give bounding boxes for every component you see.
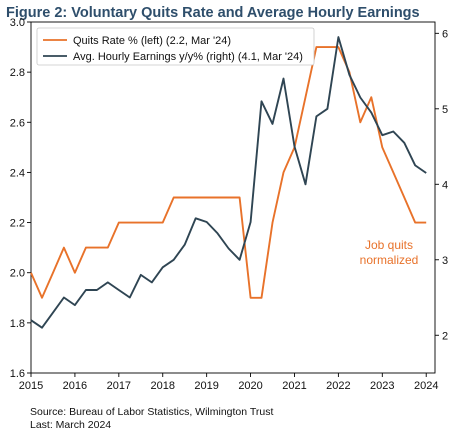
- legend-label-quits: Quits Rate % (left) (2.2, Mar '24): [73, 35, 231, 47]
- legend-box: [36, 27, 315, 66]
- x-tick-label: 2024: [414, 380, 438, 392]
- plot-frame: [30, 21, 436, 374]
- quits-rate-line: [30, 46, 427, 299]
- x-tick-label: 2021: [282, 380, 306, 392]
- right-axis: 2 3 4 5 6: [435, 28, 448, 342]
- legend: Quits Rate % (left) (2.2, Mar '24) Avg. …: [36, 27, 315, 66]
- series-lines: [30, 36, 427, 329]
- left-tick-label: 2.2: [10, 218, 25, 230]
- x-tick-label: 2017: [107, 380, 131, 392]
- left-tick-label: 2.6: [10, 117, 25, 129]
- left-tick-label: 1.6: [10, 368, 25, 380]
- x-tick-label: 2018: [150, 380, 174, 392]
- hourly-earnings-line: [30, 36, 427, 329]
- left-tick-label: 3.0: [10, 17, 25, 29]
- right-tick-label: 3: [442, 255, 448, 267]
- left-tick-label: 2.0: [10, 268, 25, 280]
- right-tick-label: 2: [442, 330, 448, 342]
- annotation-line-2: normalized: [360, 253, 419, 267]
- x-axis: 2015 2016 2017 2018 2019 2020 2021 2022 2023 2024: [19, 373, 438, 392]
- legend-label-earnings: Avg. Hourly Earnings y/y% (right) (4.1, …: [73, 51, 303, 63]
- left-tick-label: 2.8: [10, 67, 25, 79]
- left-tick-label: 2.4: [10, 167, 25, 179]
- source-note: Source: Bureau of Labor Statistics, Wilm…: [30, 406, 273, 432]
- x-tick-label: 2016: [63, 380, 87, 392]
- right-tick-label: 4: [442, 179, 448, 191]
- x-tick-label: 2019: [194, 380, 218, 392]
- x-tick-label: 2023: [370, 380, 394, 392]
- chart-title: Figure 2: Voluntary Quits Rate and Avera…: [6, 5, 420, 21]
- right-tick-label: 6: [442, 28, 448, 40]
- left-axis: 1.6 1.8 2.0 2.2 2.4 2.6 2.8 3.0: [10, 17, 31, 380]
- x-tick-label: 2022: [326, 380, 350, 392]
- annotation-line-1: Job quits: [365, 238, 413, 252]
- x-tick-label: 2015: [19, 380, 43, 392]
- x-tick-label: 2020: [238, 380, 262, 392]
- source-line: Source: Bureau of Labor Statistics, Wilm…: [30, 406, 274, 418]
- right-tick-label: 5: [442, 104, 448, 116]
- last-updated-line: Last: March 2024: [30, 419, 112, 431]
- left-tick-label: 1.8: [10, 318, 25, 330]
